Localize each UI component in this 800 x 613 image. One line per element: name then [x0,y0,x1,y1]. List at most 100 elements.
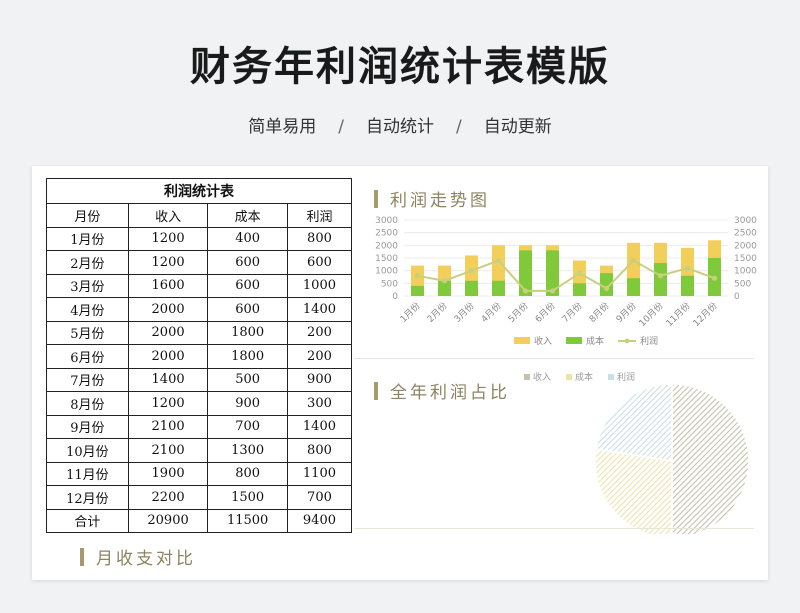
profit-cell: 200 [286,320,353,345]
x-tick-label: 12月份 [690,300,719,329]
cost-cell: 1800 [207,320,288,345]
table-row: 8月份 1200 900 300 [46,391,353,416]
income-cell: 1200 [127,391,209,416]
month-cell: 10月份 [46,438,129,463]
table-row: 10月份 2100 1300 800 [46,438,353,463]
income-cell: 1900 [127,461,209,486]
profit-cell: 1000 [286,273,353,298]
income-cell: 1200 [127,226,209,251]
trend-chart: 0 500 1000 1500 2000 2500 3000 0 500 1000 1500 2000… [375,216,757,347]
cost-cell: 1300 [207,438,288,463]
table-row: 4月份 2000 600 1400 [46,297,353,322]
profit-cell: 800 [286,438,353,463]
share-pie-chart: 收入 成本 利润 [524,371,750,534]
total-income-cell: 20900 [127,508,209,533]
total-profit-cell: 9400 [286,508,353,533]
template-preview-sheet: 利润统计表 月份 收入 成本 利润 1月份 1200 400 800 2月份 1200 60… [32,166,768,580]
cost-bar [573,283,586,296]
pie-legend-swatch [566,374,572,380]
heading-accent-bar [80,547,84,566]
cost-cell: 400 [207,226,288,251]
income-cell: 1200 [127,250,209,275]
feature-auto-update: 自动更新 [483,117,552,137]
cost-cell: 600 [207,250,288,275]
table-row: 12月份 2200 1500 700 [46,485,353,510]
table-row: 6月份 2000 1800 200 [46,344,353,369]
x-tick-label: 6月份 [532,300,557,325]
cost-bar [546,250,559,296]
legend-swatch-income [514,337,530,344]
share-chart-title: 全年利润占比 [390,383,510,403]
cost-cell: 1800 [207,344,288,369]
month-cell: 4月份 [46,297,129,322]
income-cell: 1600 [127,273,209,298]
x-tick-label: 4月份 [478,300,503,325]
column-header-profit: 利润 [286,203,353,228]
y-tick-label: 2000 [375,241,398,251]
profit-cell: 1100 [286,461,353,486]
x-tick-label: 3月份 [451,300,476,325]
profit-cell: 900 [286,367,353,392]
table-row: 9月份 2100 700 1400 [46,414,353,439]
cost-bar [465,280,478,296]
secondary-y-tick-label: 3000 [734,216,757,226]
legend-label-cost: 成本 [586,335,604,347]
month-cell: 7月份 [46,367,129,392]
income-cell: 2100 [127,414,209,439]
column-header-cost: 成本 [207,203,288,228]
table-header-row: 月份 收入 成本 利润 [46,203,353,228]
table-row: 1月份 1200 400 800 [46,226,353,251]
y-tick-label: 1000 [375,267,398,277]
x-tick-label: 2月份 [424,300,449,325]
legend-label-profit: 利润 [640,335,658,347]
month-cell: 6月份 [46,344,129,369]
profit-cell: 1400 [286,414,353,439]
table-row: 7月份 1400 500 900 [46,367,353,392]
x-tick-label: 1月份 [397,300,422,325]
pie-slice [594,448,673,534]
profit-point [657,273,664,279]
profit-point [441,278,448,284]
legend-swatch-cost [566,337,582,344]
y-tick-label: 0 [392,292,398,302]
y-tick-label: 2500 [375,229,398,239]
cost-cell: 600 [207,273,288,298]
section-divider [354,528,754,529]
profit-cell: 800 [286,226,353,251]
month-cell: 9月份 [46,414,129,439]
cost-bar [654,263,667,296]
income-cell: 1400 [127,367,209,392]
legend-label-income: 收入 [534,335,552,347]
secondary-y-tick-label: 1000 [734,267,757,277]
total-cost-cell: 11500 [207,508,288,533]
table-caption-row: 利润统计表 [46,178,352,204]
cost-cell: 500 [207,367,288,392]
feature-auto-stat: 自动统计 [366,117,434,137]
profit-point [414,273,421,279]
profit-point [684,265,691,271]
secondary-y-tick-label: 0 [734,292,740,302]
feature-easy: 简单易用 [248,117,317,137]
profit-table: 利润统计表 月份 收入 成本 利润 1月份 1200 400 800 2月份 1200 60… [46,178,353,533]
month-cell: 5月份 [46,320,129,345]
secondary-y-tick-label: 500 [734,279,751,289]
secondary-y-tick-label: 2500 [734,229,757,239]
x-tick-label: 7月份 [559,300,584,325]
y-tick-label: 1500 [375,254,398,264]
column-header-income: 收入 [127,203,209,228]
profit-cell: 700 [286,485,353,510]
cost-cell: 600 [207,297,288,322]
cost-bar [600,273,613,296]
secondary-y-tick-label: 2000 [734,241,757,251]
cost-bar [411,285,424,296]
profit-cell: 300 [286,391,353,416]
secondary-y-tick-label: 1500 [734,254,757,264]
x-tick-label: 10月份 [636,300,665,329]
x-tick-label: 11月份 [663,300,692,329]
heading-accent-bar [374,189,378,208]
y-tick-label: 3000 [375,216,398,226]
trend-chart-heading: 利润走势图 [374,186,490,211]
page-title: 财务年利润统计表模版 [190,44,610,90]
pie-legend-label: 收入 [533,371,551,383]
